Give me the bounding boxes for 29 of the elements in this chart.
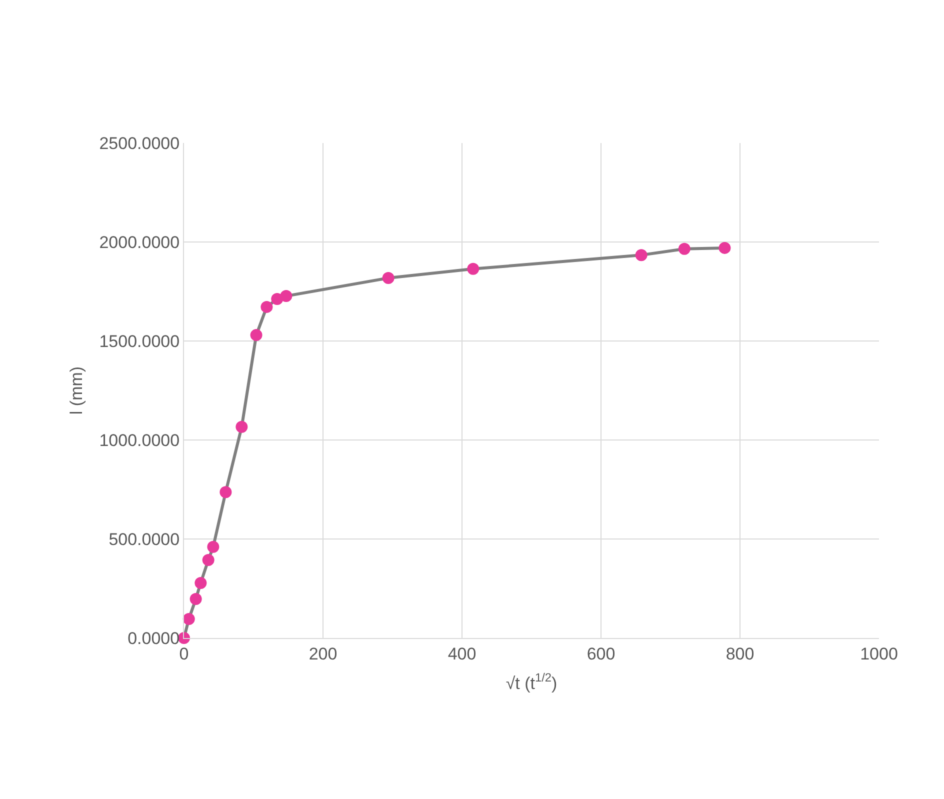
point: [250, 329, 262, 342]
y-tick-label: 1500.0000: [99, 332, 180, 351]
point: [678, 242, 690, 255]
point: [260, 300, 273, 313]
point: [718, 242, 731, 254]
x-tick-label: 800: [726, 644, 754, 664]
x-tick-label: 400: [448, 644, 476, 664]
y-tick-label: 1000.0000: [99, 430, 180, 450]
y-tick-label: 500.0000: [108, 530, 180, 549]
point: [220, 486, 232, 498]
x-tick-label: 0: [179, 644, 189, 664]
point: [182, 612, 195, 625]
y-tick-label: 0.0000: [128, 628, 180, 648]
x-axis-title: √t (t$^{1/2}$): [506, 670, 558, 693]
y-tick-label: 2000.0000: [99, 232, 180, 252]
x-tick-label: 600: [586, 644, 616, 664]
x-tick-label: 1000: [860, 644, 898, 664]
point: [635, 249, 648, 262]
y-axis-title: l (mm): [66, 366, 86, 415]
point: [190, 592, 202, 605]
y-tick-label: 2500.0000: [99, 134, 180, 153]
point: [236, 420, 248, 433]
point: [207, 540, 220, 553]
point: [280, 290, 292, 302]
point: [202, 554, 214, 566]
point: [194, 576, 207, 589]
point: [467, 262, 480, 275]
point: [382, 272, 394, 284]
x-tick-label: 200: [308, 644, 338, 664]
